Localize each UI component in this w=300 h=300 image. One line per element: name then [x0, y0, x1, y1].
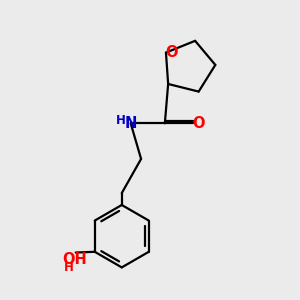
Text: H: H [64, 261, 74, 274]
Text: OH: OH [62, 252, 87, 267]
Text: O: O [192, 116, 205, 131]
Text: N: N [124, 116, 137, 131]
Text: O: O [165, 45, 178, 60]
Text: H: H [116, 114, 126, 128]
